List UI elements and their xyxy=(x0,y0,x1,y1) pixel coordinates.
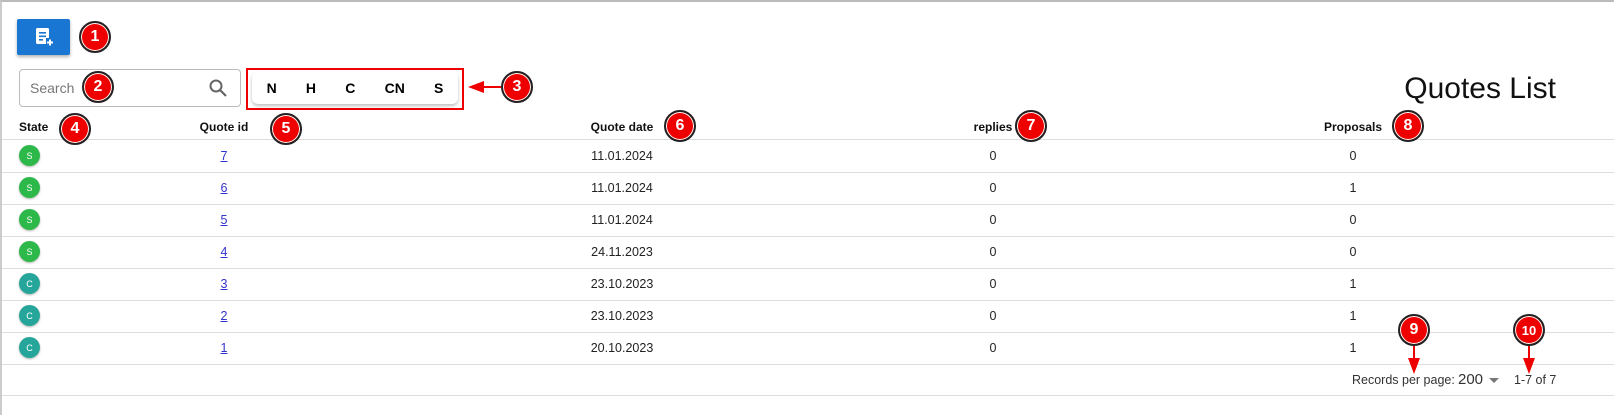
callout-marker: 8 xyxy=(1392,110,1424,142)
quote-id-link[interactable]: 3 xyxy=(220,277,228,291)
state-filter-group: N H C CN S xyxy=(246,68,464,110)
table-row: S 6 11.01.2024 0 1 xyxy=(2,172,1614,204)
header-proposals[interactable]: Proposals xyxy=(1323,120,1383,134)
quote-date: 11.01.2024 xyxy=(591,149,653,163)
quote-id-link[interactable]: 2 xyxy=(220,309,228,323)
proposals-count: 1 xyxy=(1349,181,1357,195)
table-row: S 7 11.01.2024 0 0 xyxy=(2,140,1614,172)
proposals-count: 1 xyxy=(1349,309,1357,323)
replies-count: 0 xyxy=(989,149,997,163)
quote-id-link[interactable]: 5 xyxy=(220,213,228,227)
search-input[interactable]: Search xyxy=(19,69,241,107)
quote-date: 23.10.2023 xyxy=(590,309,654,323)
filter-s[interactable]: S xyxy=(434,80,444,96)
row-divider xyxy=(2,204,1614,205)
row-divider xyxy=(2,236,1614,237)
footer-divider xyxy=(2,395,1614,396)
replies-count: 0 xyxy=(989,309,997,323)
state-badge: S xyxy=(19,209,40,230)
row-divider xyxy=(2,364,1614,365)
proposals-count: 1 xyxy=(1349,341,1357,355)
table-row: C 3 23.10.2023 0 1 xyxy=(2,268,1614,300)
note-add-icon xyxy=(35,28,54,46)
table-row: C 2 23.10.2023 0 1 xyxy=(2,300,1614,332)
state-badge: S xyxy=(19,241,40,262)
proposals-count: 1 xyxy=(1349,277,1357,291)
quote-date: 24.11.2023 xyxy=(591,245,653,259)
callout-marker: 1 xyxy=(79,21,111,53)
table-row: S 4 24.11.2023 0 0 xyxy=(2,236,1614,268)
state-badge: S xyxy=(19,145,40,166)
replies-count: 0 xyxy=(989,213,997,227)
proposals-count: 0 xyxy=(1349,149,1357,163)
chevron-down-icon[interactable] xyxy=(1489,378,1499,383)
quote-date: 23.10.2023 xyxy=(590,277,654,291)
filter-c[interactable]: C xyxy=(345,80,356,96)
replies-count: 0 xyxy=(989,341,997,355)
proposals-count: 0 xyxy=(1349,245,1357,259)
search-icon[interactable] xyxy=(208,78,228,98)
header-quote-id[interactable]: Quote id xyxy=(199,120,249,134)
table-row: C 1 20.10.2023 0 1 xyxy=(2,332,1614,364)
replies-count: 0 xyxy=(989,245,997,259)
search-placeholder: Search xyxy=(30,80,75,96)
callout-marker: 3 xyxy=(501,71,533,103)
state-badge: S xyxy=(19,177,40,198)
replies-count: 0 xyxy=(989,181,997,195)
callout-marker: 5 xyxy=(270,113,302,145)
row-divider xyxy=(2,172,1614,173)
records-per-page-select[interactable]: 200 xyxy=(1458,371,1484,388)
state-badge: C xyxy=(19,305,40,326)
header-divider xyxy=(2,139,1614,140)
filter-n[interactable]: N xyxy=(266,80,277,96)
header-state[interactable]: State xyxy=(19,120,49,134)
quote-id-link[interactable]: 7 xyxy=(220,149,228,163)
quote-date: 11.01.2024 xyxy=(591,213,653,227)
callout-marker: 6 xyxy=(664,110,696,142)
table-row: S 5 11.01.2024 0 0 xyxy=(2,204,1614,236)
header-replies[interactable]: replies xyxy=(973,120,1013,134)
header-quote-date[interactable]: Quote date xyxy=(590,120,654,134)
filter-h[interactable]: H xyxy=(305,80,317,96)
quote-id-link[interactable]: 6 xyxy=(220,181,228,195)
quote-id-link[interactable]: 1 xyxy=(220,341,228,355)
quote-date: 20.10.2023 xyxy=(590,341,654,355)
row-divider xyxy=(2,300,1614,301)
replies-count: 0 xyxy=(989,277,997,291)
state-badge: C xyxy=(19,337,40,358)
records-per-page-label: Records per page: xyxy=(1352,373,1455,387)
proposals-count: 0 xyxy=(1349,213,1357,227)
pagination-range: 1-7 of 7 xyxy=(1514,373,1557,387)
callout-marker: 7 xyxy=(1015,110,1047,142)
callout-marker: 9 xyxy=(1398,314,1430,346)
callout-marker: 10 xyxy=(1513,314,1545,346)
row-divider xyxy=(2,332,1614,333)
quote-date: 11.01.2024 xyxy=(591,181,653,195)
callout-marker: 2 xyxy=(82,71,114,103)
row-divider xyxy=(2,268,1614,269)
quote-id-link[interactable]: 4 xyxy=(220,245,228,259)
state-badge: C xyxy=(19,273,40,294)
add-quote-button[interactable] xyxy=(17,19,70,55)
page-title: Quotes List xyxy=(1404,72,1556,105)
callout-marker: 4 xyxy=(59,113,91,145)
filter-cn[interactable]: CN xyxy=(384,80,405,96)
